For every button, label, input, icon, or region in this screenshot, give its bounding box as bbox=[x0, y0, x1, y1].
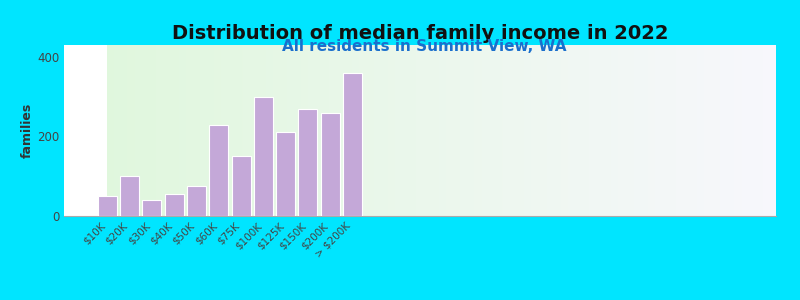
Title: Distribution of median family income in 2022: Distribution of median family income in … bbox=[172, 24, 668, 44]
Bar bbox=[298, 109, 318, 216]
Bar bbox=[187, 186, 206, 216]
Bar bbox=[232, 156, 250, 216]
Y-axis label: families: families bbox=[21, 103, 34, 158]
Bar bbox=[210, 124, 228, 216]
Bar bbox=[165, 194, 184, 216]
Bar bbox=[343, 73, 362, 216]
Bar bbox=[321, 112, 340, 216]
Bar bbox=[276, 133, 295, 216]
Bar bbox=[254, 97, 273, 216]
Bar bbox=[98, 196, 117, 216]
Bar bbox=[120, 176, 139, 216]
Text: All residents in Summit View, WA: All residents in Summit View, WA bbox=[282, 39, 566, 54]
Bar bbox=[142, 200, 162, 216]
